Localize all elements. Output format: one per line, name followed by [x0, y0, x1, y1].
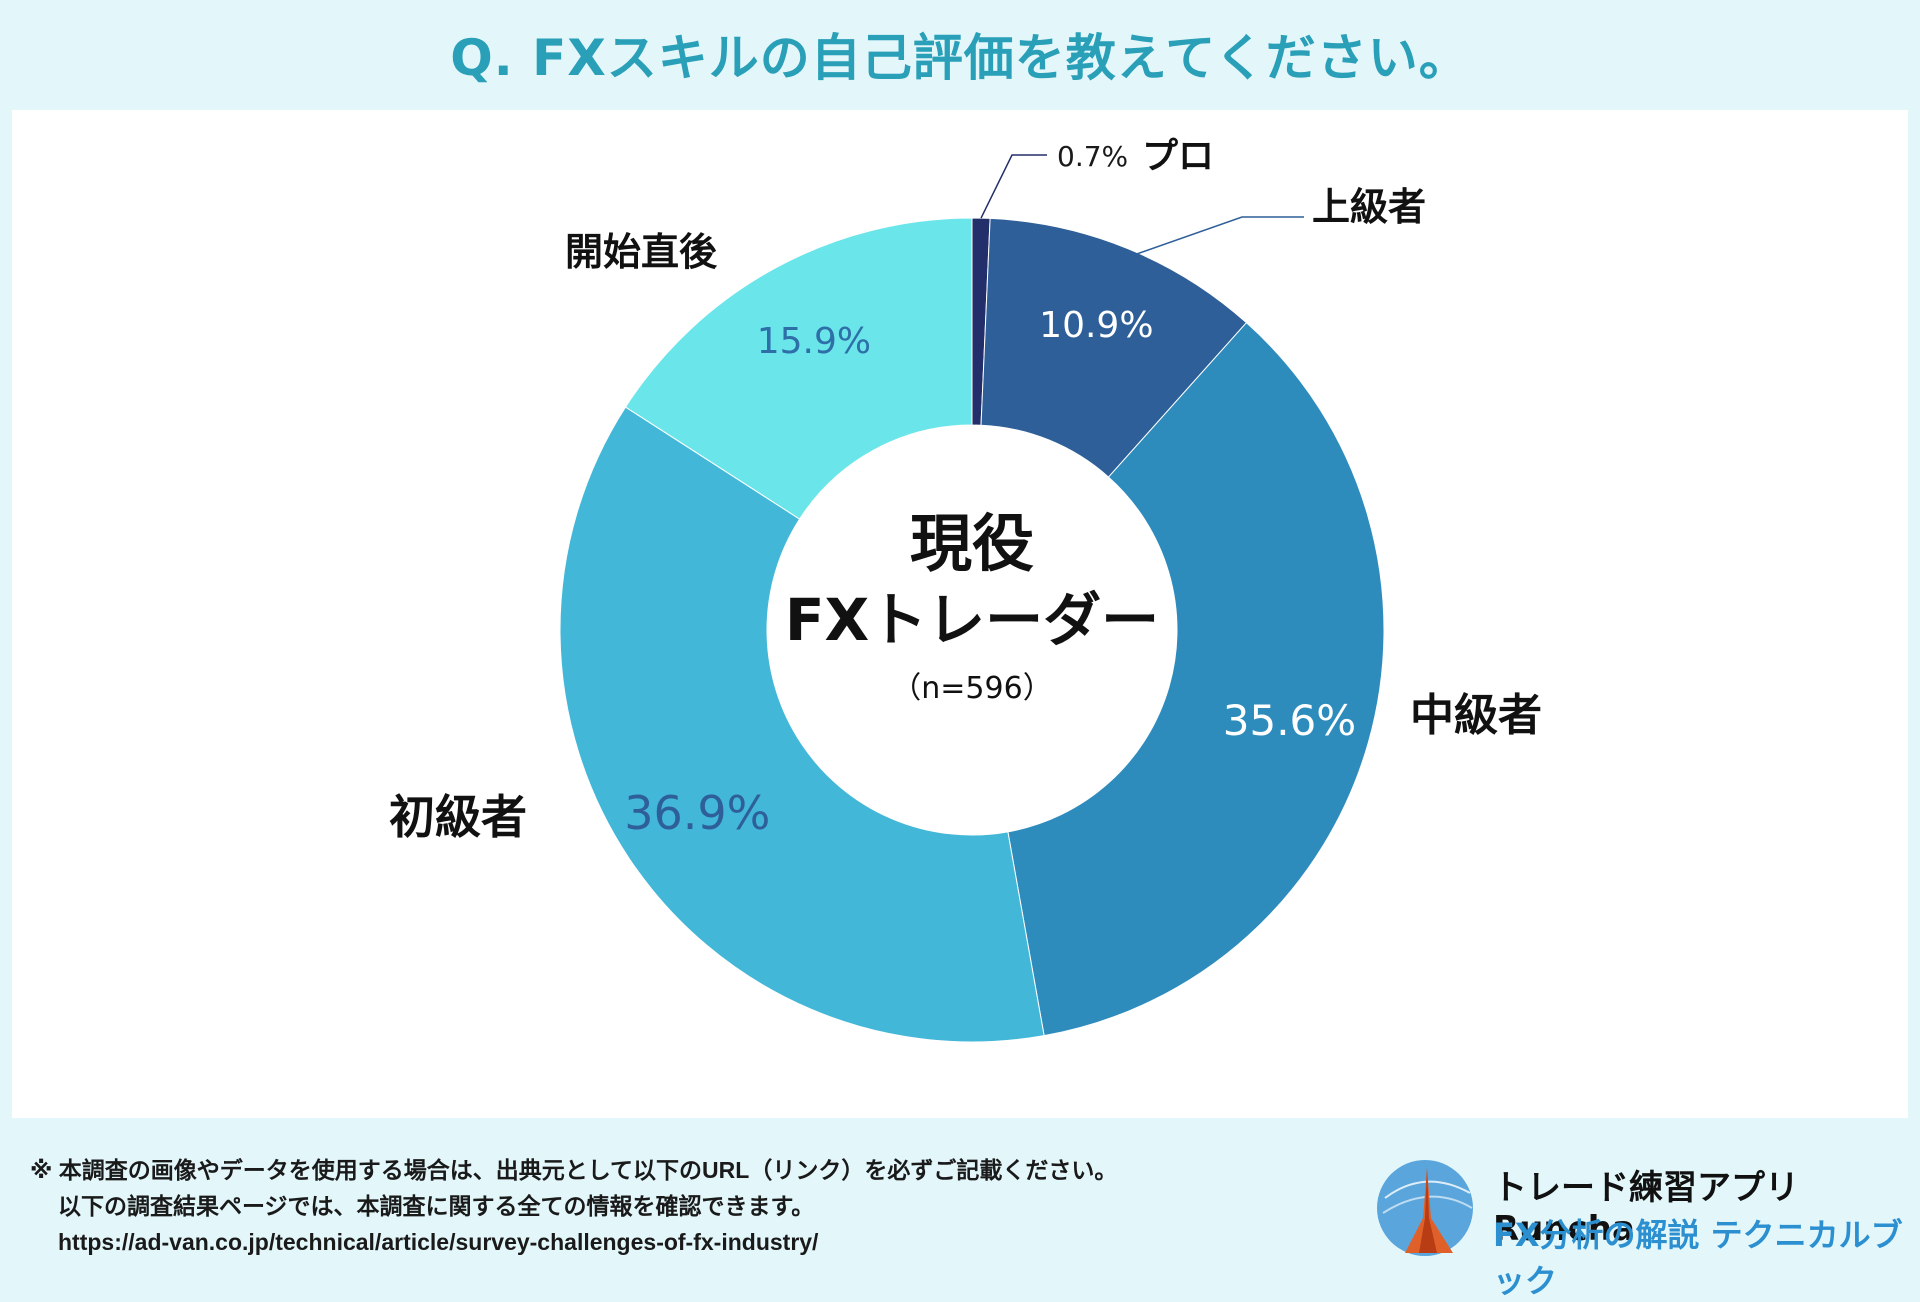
value-label-5: 15.9% [757, 321, 871, 362]
category-label-5: 開始直後 [565, 230, 718, 274]
slice-3 [1007, 321, 1385, 1037]
brand-line1: トレード練習アプリ Runcha [1493, 1168, 1799, 1249]
slice-5 [624, 217, 973, 520]
brand-line2: FX分析の解説 テクニカルブック [1493, 1216, 1903, 1300]
chart-panel: 0.7% プロ 10.9% 上級者 35.6% 中級者 36.9% 初級者 15.9% 開始直後 … [12, 110, 1908, 1118]
usage-note-line2: 以下の調査結果ページでは、本調査に関する全ての情報を確認できます。 [58, 1193, 815, 1219]
category-label-1: プロ [1142, 136, 1214, 177]
brand-logo: トレード練習アプリ Runcha FX分析の解説 テクニカルブック [1375, 1152, 1905, 1300]
source-url[interactable]: https://ad-van.co.jp/technical/article/s… [58, 1229, 819, 1255]
leader-line-2 [1133, 216, 1304, 256]
slice-4 [559, 406, 1045, 1043]
center-label-line2: FXトレーダー [785, 586, 1159, 654]
runcha-logo-icon [1377, 1160, 1473, 1256]
value-label-2: 10.9% [1039, 305, 1153, 346]
center-label-sample-size: （n=596） [891, 671, 1052, 706]
center-label-line1: 現役 [910, 507, 1034, 580]
category-label-3: 中級者 [1410, 690, 1542, 741]
category-label-4: 初級者 [389, 790, 527, 844]
value-label-3: 35.6% [1223, 696, 1356, 745]
usage-note: ※ 本調査の画像やデータを使用する場合は、出典元として以下のURL（リンク）を必… [30, 1152, 1117, 1260]
page-title: Q. FXスキルの自己評価を教えてください。 [450, 29, 1470, 87]
value-label-1: 0.7% [1057, 140, 1128, 173]
value-label-4: 36.9% [624, 786, 770, 840]
category-label-2: 上級者 [1312, 185, 1426, 229]
usage-note-line1: ※ 本調査の画像やデータを使用する場合は、出典元として以下のURL（リンク）を必… [30, 1157, 1118, 1183]
slice-2 [980, 217, 1248, 478]
leader-line-1 [980, 154, 1047, 219]
